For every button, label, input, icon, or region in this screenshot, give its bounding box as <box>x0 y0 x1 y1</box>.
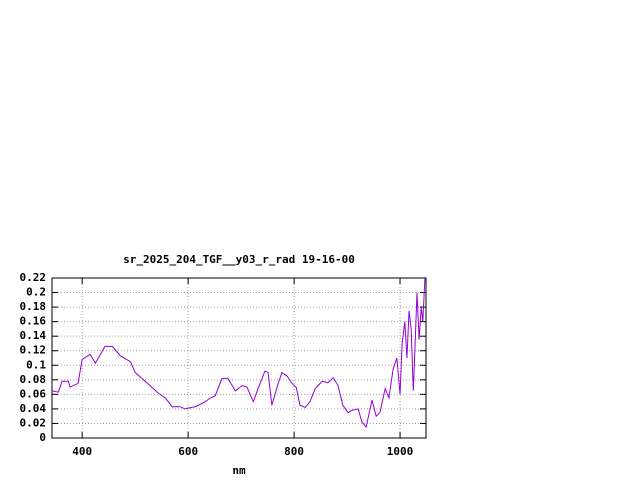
x-axis-label: nm <box>232 464 246 477</box>
chart-title: sr_2025_204_TGF__y03_r_rad 19-16-00 <box>123 253 355 266</box>
data-line <box>51 277 426 429</box>
y-tick-label: 0.22 <box>20 271 47 284</box>
y-tick-label: 0 <box>39 431 46 444</box>
y-tick-label: 0.16 <box>20 315 47 328</box>
y-tick-label: 0.08 <box>20 373 47 386</box>
y-tick-label: 0.18 <box>20 300 47 313</box>
x-tick-label: 400 <box>72 445 92 458</box>
y-tick-label: 0.02 <box>20 416 47 429</box>
y-tick-label: 0.14 <box>20 329 47 342</box>
x-tick-label: 1000 <box>387 445 414 458</box>
y-tick-label: 0.06 <box>20 387 47 400</box>
x-tick-label: 800 <box>284 445 304 458</box>
y-tick-label: 0.04 <box>20 402 47 415</box>
y-tick-label: 0.2 <box>26 286 46 299</box>
y-tick-label: 0.1 <box>26 358 46 371</box>
plot-border <box>51 277 427 439</box>
y-tick-label: 0.12 <box>20 344 47 357</box>
x-tick-label: 600 <box>178 445 198 458</box>
